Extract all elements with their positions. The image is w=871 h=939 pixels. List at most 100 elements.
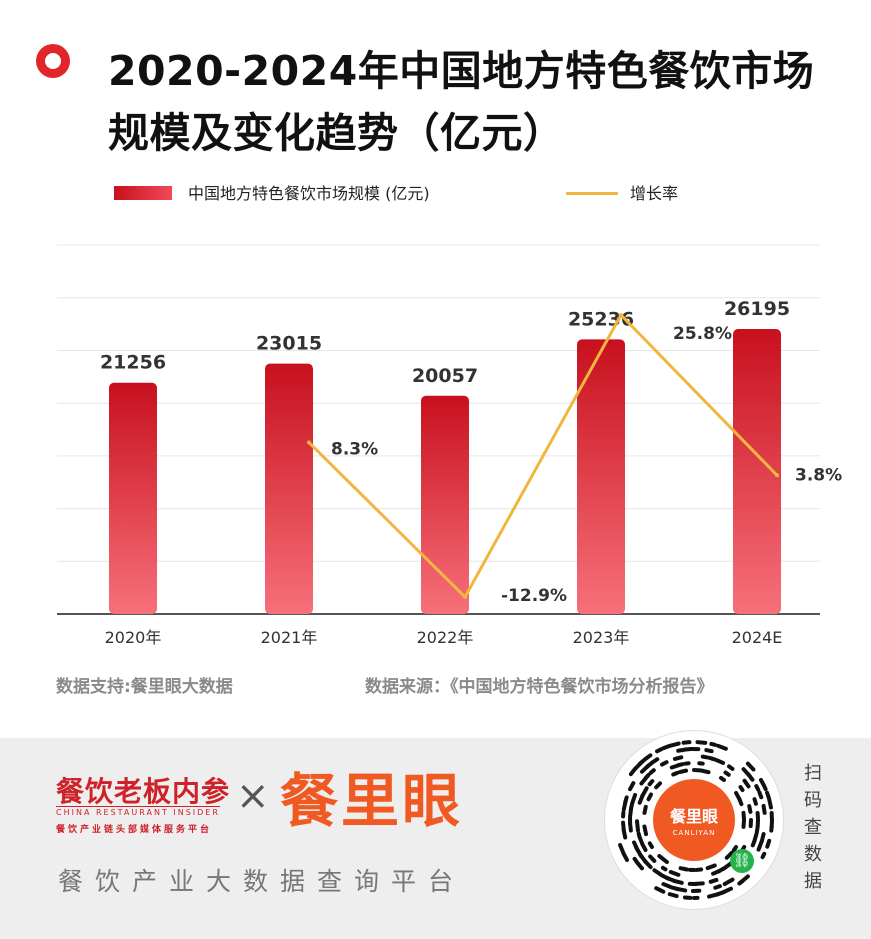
- qr-dot: [668, 870, 681, 877]
- qr-dot: [618, 842, 626, 856]
- qr-dot: [746, 772, 755, 782]
- mini-program-icon: ⛓: [730, 849, 754, 873]
- bar-value-label: 20057: [412, 365, 478, 387]
- growth-rate-line: [307, 313, 779, 599]
- qr-dot: [646, 792, 653, 802]
- qr-dot: [765, 838, 772, 849]
- qr-dot: [661, 882, 674, 890]
- qr-dot: [667, 892, 679, 899]
- qr-dot: [621, 820, 626, 833]
- qr-dot: [738, 785, 745, 793]
- qr-dot: [709, 741, 717, 747]
- growth-point: [775, 473, 779, 478]
- qr-pattern: [618, 740, 774, 900]
- footer-tagline: 餐饮产业大数据查询平台: [58, 867, 466, 896]
- qr-dot: [657, 854, 669, 865]
- qr-dot: [708, 877, 719, 884]
- qr-dot: [700, 754, 710, 760]
- qr-center-text: 餐里眼: [669, 807, 718, 826]
- bar-2021年: [265, 363, 313, 614]
- growth-value-label: 8.3%: [331, 440, 378, 460]
- qr-code[interactable]: 餐里眼 CANLIYAN ⛓: [604, 730, 784, 910]
- growth-value-label: 25.8%: [673, 324, 732, 344]
- growth-point: [307, 440, 311, 445]
- x-tick-label: 2021年: [261, 628, 318, 647]
- qr-dot: [642, 804, 648, 815]
- qr-dot: [652, 868, 664, 878]
- qr-dot: [737, 797, 744, 807]
- growth-value-label: 3.8%: [795, 465, 842, 485]
- qr-dot: [667, 741, 681, 748]
- qr-dot: [699, 768, 711, 775]
- qr-dot: [722, 877, 735, 887]
- qr-dot: [671, 770, 680, 777]
- qr-dot: [681, 740, 692, 745]
- qr-center-logo: 餐里眼 CANLIYAN: [653, 779, 735, 861]
- qr-dot: [695, 740, 708, 745]
- qr-dot: [737, 878, 745, 886]
- bar-value-label: 26195: [724, 298, 790, 320]
- bar-value-label: 25236: [568, 308, 634, 330]
- qr-dot: [742, 778, 751, 789]
- x-tick-label: 2020年: [105, 628, 162, 647]
- qr-dot: [757, 790, 764, 800]
- scan-prompt: 扫码查数据: [804, 763, 822, 892]
- brand-logo-canyin-sub: 餐饮产业链头部媒体服务平台: [56, 825, 213, 835]
- qr-dot: [642, 824, 649, 837]
- qr-dot: [727, 764, 735, 771]
- chart-area: 21256 2020年 23015 2021年 20057 2022年 25236 2023年…: [57, 244, 842, 647]
- qr-dot: [660, 865, 668, 872]
- qr-dot: [623, 795, 629, 805]
- qr-dot: [648, 768, 656, 775]
- legend-bar-swatch: [114, 186, 172, 200]
- qr-dot: [714, 758, 726, 765]
- x-tick-label: 2022年: [417, 628, 474, 647]
- legend-line-swatch: [566, 192, 618, 195]
- bar-value-label: 21256: [100, 352, 166, 374]
- qr-dot: [647, 841, 654, 850]
- legend-bar-label: 中国地方特色餐饮市场规模 (亿元): [188, 184, 430, 203]
- bar-2023年: [577, 339, 625, 614]
- cross-icon: ×: [236, 773, 270, 819]
- data-support-note: 数据支持:餐里眼大数据: [56, 677, 233, 697]
- bar-2020年: [109, 382, 157, 614]
- growth-point: [619, 313, 623, 317]
- qr-dot: [707, 755, 717, 762]
- qr-dot: [640, 786, 649, 799]
- qr-dot: [650, 757, 660, 765]
- chart-title: 2020-2024年中国地方特色餐饮市场规模及变化趋势（亿元）: [108, 47, 815, 157]
- qr-dot: [672, 755, 684, 761]
- qr-dot: [647, 779, 655, 787]
- growth-point: [463, 595, 467, 599]
- brand-logo-canyin: 餐饮老板内参: [56, 775, 231, 808]
- qr-dot: [638, 757, 647, 766]
- bar-value-label: 23015: [256, 333, 322, 355]
- qr-dot: [654, 781, 663, 790]
- qr-dot: [632, 840, 640, 853]
- qr-dot: [723, 770, 731, 777]
- qr-dot: [713, 884, 722, 890]
- legend-line-label: 增长率: [630, 184, 679, 203]
- qr-dot: [636, 831, 642, 840]
- qr-dot: [677, 768, 689, 775]
- qr-dot: [760, 851, 767, 860]
- qr-dot: [670, 885, 681, 892]
- qr-dot: [654, 886, 666, 894]
- qr-dot: [745, 761, 756, 772]
- qr-dot: [716, 743, 728, 751]
- qr-dot: [643, 753, 653, 762]
- brand-logo-canyin-en: CHINA RESTAURANT INSIDER: [56, 806, 220, 817]
- qr-dot: [643, 772, 651, 780]
- brand-logo-canliyan: 餐里眼: [280, 767, 464, 835]
- title-circle-icon: [36, 44, 70, 78]
- qr-dot: [756, 838, 764, 852]
- qr-dot: [747, 804, 753, 814]
- qr-dot: [750, 838, 757, 848]
- qr-dot: [628, 781, 636, 792]
- data-source-note: 数据来源：《中国地方特色餐饮市场分析报告》: [365, 677, 714, 697]
- qr-dot: [676, 762, 685, 768]
- qr-dot: [704, 748, 714, 754]
- qr-dot: [648, 854, 657, 863]
- x-tick-label: 2023年: [573, 628, 630, 647]
